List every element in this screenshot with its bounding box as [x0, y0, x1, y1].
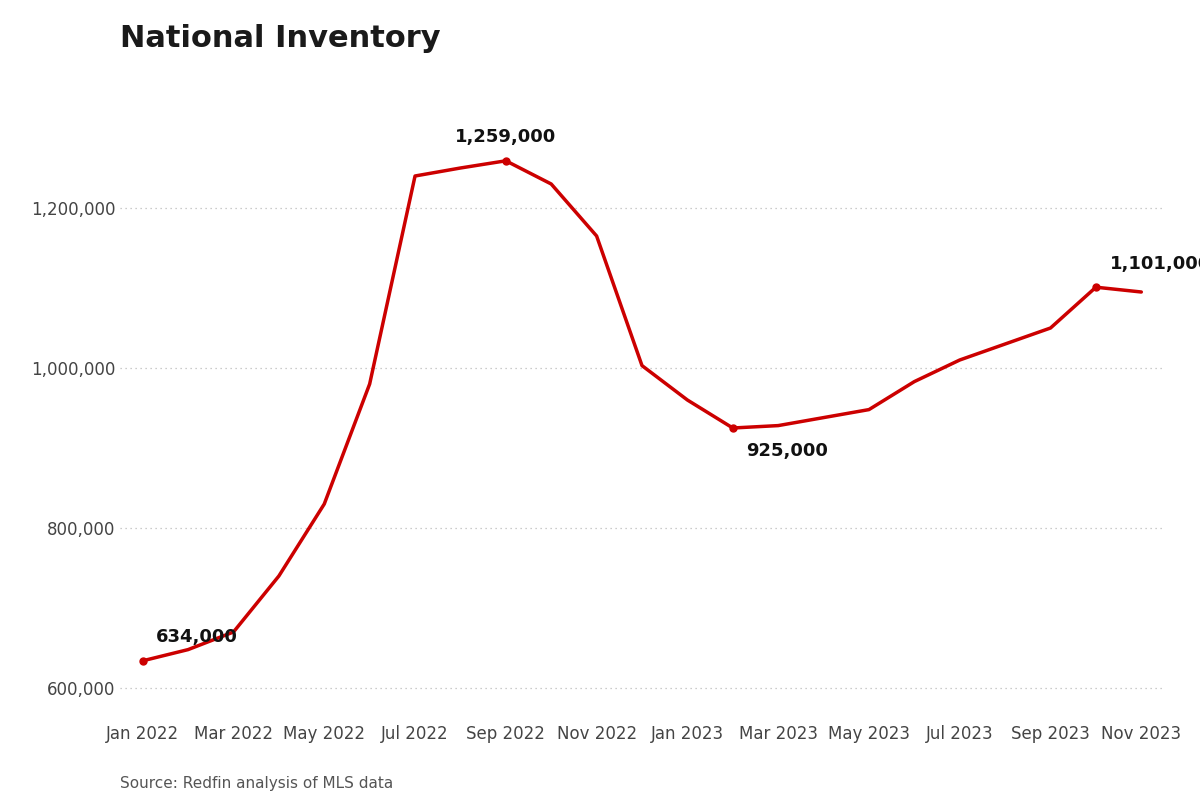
Text: 1,101,000: 1,101,000 — [1110, 254, 1200, 273]
Text: Source: Redfin analysis of MLS data: Source: Redfin analysis of MLS data — [120, 776, 394, 791]
Text: 925,000: 925,000 — [746, 442, 828, 460]
Text: 1,259,000: 1,259,000 — [455, 128, 557, 146]
Text: 634,000: 634,000 — [156, 629, 238, 646]
Text: National Inventory: National Inventory — [120, 24, 440, 53]
